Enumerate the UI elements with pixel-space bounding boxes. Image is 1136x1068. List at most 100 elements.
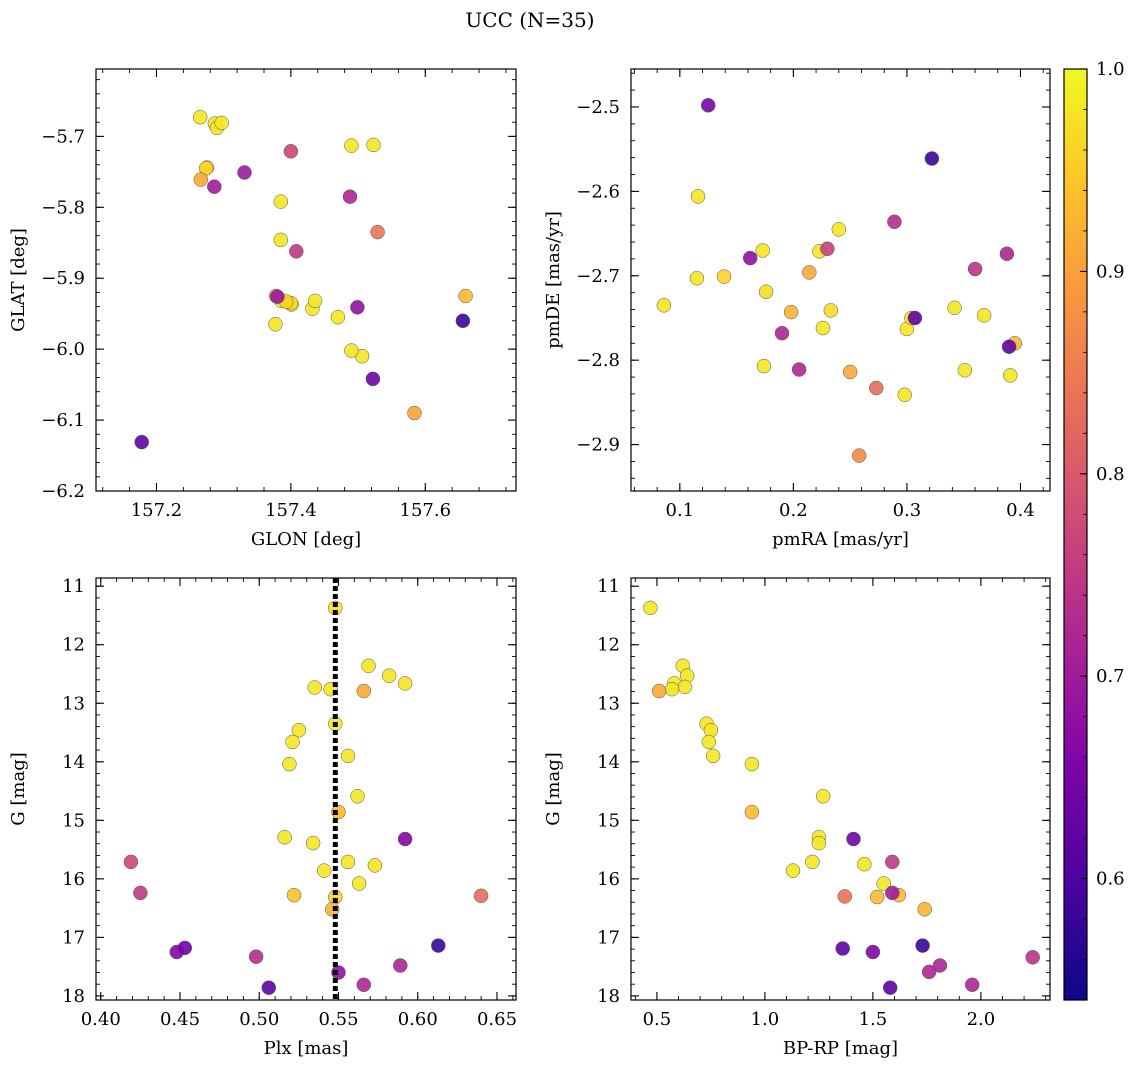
x-tick-label: 0.2 [779,500,808,521]
x-axis-label: Plx [mas] [264,1038,349,1059]
y-tick-label: −2.7 [576,266,620,287]
scatter-point [837,889,853,904]
scatter-point [755,243,770,258]
scatter-point [330,309,346,325]
scatter-point [643,600,658,616]
figure-title: UCC (N=35) [465,8,594,32]
scatter-point [815,320,831,336]
scatter-point [774,325,790,341]
scatter-point [851,448,867,463]
y-tick-label: 15 [62,810,85,831]
panel-pmra-pmde: 0.1 0.2 0.3 0.4 −2.9 −2.8 −2.7 −2.6 −2.5 pmRA [ma… [543,68,1051,550]
scatter-point [744,756,760,772]
colorbar-tick-label: 0.9 [1096,261,1125,282]
scatter-point [758,284,774,300]
x-tick-label: 0.50 [239,1009,279,1030]
scatter-point [876,876,891,891]
scatter-point [885,885,900,901]
scatter-point [342,189,358,204]
scatter-point [192,109,208,125]
scatter-point [656,298,672,313]
scatter-point [177,940,193,956]
x-tick-label: 157.4 [265,500,317,521]
y-axis-label: GLAT [deg] [8,228,29,332]
scatter-point [831,222,847,237]
y-tick-label: 14 [62,752,85,773]
scatter-points [134,109,473,450]
scatter-point [193,172,209,187]
scatter-point [283,144,299,159]
scatter-point [897,387,912,403]
scatter-point [887,214,902,230]
scatter-points [656,98,1023,463]
scatter-point [340,748,356,764]
scatter-point [1025,950,1040,965]
scatter-point [802,265,817,280]
ticks [96,578,516,1000]
scatter-point [350,789,365,804]
colorbar-tick-label: 0.8 [1096,464,1125,485]
scatter-point [744,804,760,820]
scatter-point [921,964,937,980]
y-axis-label: G [mag] [8,752,29,825]
axes-frame [630,68,1051,492]
scatter-point [316,863,332,878]
scatter-point [924,151,940,166]
scatter-point [123,854,139,870]
y-tick-label: −5.9 [41,268,85,289]
colorbar-tick-label: 0.6 [1096,869,1125,890]
scatter-point [273,194,289,209]
y-tick-label: 11 [62,576,85,597]
scatter-point [690,189,706,204]
x-tick-label: 2.0 [967,1009,996,1030]
scatter-point [932,958,948,973]
scatter-point [331,965,346,980]
colorbar-tick-label: 0.7 [1096,666,1125,687]
scatter-point [307,293,323,309]
x-axis-label: GLON [deg] [251,529,361,550]
axes-frame [95,577,517,1001]
y-tick-label: 18 [597,986,620,1007]
axes-frame [95,68,517,492]
scatter-point [700,98,716,113]
scatter-point [664,681,680,697]
y-tick-label: −6.1 [41,410,85,431]
scatter-point [791,362,807,377]
scatter-point [331,804,346,820]
y-tick-label: 11 [597,576,620,597]
x-tick-label: 1.0 [751,1009,780,1030]
scatter-point [1001,339,1017,354]
panel-plx-g: 0.40 0.45 0.50 0.55 0.60 0.65 11 12 13 14 15 16 17 18… [8,576,517,1059]
y-axis-label: pmDE [mas/yr] [543,211,564,349]
x-axis-label: pmRA [mas/yr] [772,529,909,550]
scatter-point [397,831,413,847]
y-tick-label: −2.8 [576,350,620,371]
scatter-point [393,958,408,973]
y-tick-label: 13 [62,693,85,714]
scatter-point [455,313,471,329]
x-tick-label: 0.40 [81,1009,121,1030]
scatter-point [268,317,283,332]
x-tick-label: 0.3 [893,500,922,521]
scatter-point [967,261,983,277]
x-tick-label: 1.5 [859,1009,888,1030]
scatter-point [237,165,252,180]
scatter-point [473,888,489,904]
ticks [631,578,1050,1000]
y-tick-label: 17 [597,927,620,948]
scatter-point [701,734,717,750]
y-tick-label: −5.8 [41,197,85,218]
scatter-point [677,679,693,695]
scatter-point [756,358,772,374]
scatter-point [366,137,381,153]
x-tick-label: 0.45 [160,1009,200,1030]
scatter-point [705,748,721,764]
y-tick-label: −2.9 [576,435,620,456]
x-tick-label: 0.5 [643,1009,672,1030]
scatter-point [134,434,149,450]
scatter-point [869,380,884,396]
scatter-point [917,902,932,917]
scatter-point [350,300,365,315]
scatter-point [351,876,367,891]
panel-bprp-g: 0.5 1.0 1.5 2.0 11 12 13 14 15 16 17 18 BP-RP [mag] G… [543,576,1051,1059]
